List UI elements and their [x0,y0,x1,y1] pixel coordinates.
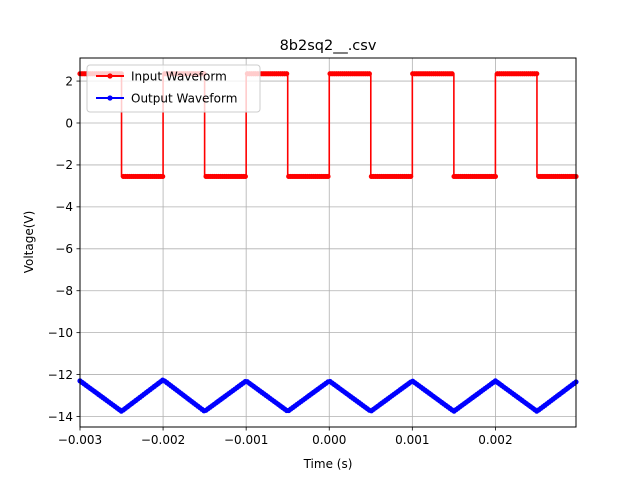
data-point [492,173,498,180]
x-axis-label: Time (s) [303,457,353,471]
y-tick-label: −14 [48,410,73,424]
legend: Input Waveform Output Waveform [86,64,261,113]
y-tick-label: −4 [55,200,73,214]
x-tick-label: −0.002 [141,433,185,447]
data-point [366,71,372,77]
data-point [160,173,166,180]
x-tick-label: 0.000 [312,433,346,447]
axis-ticks: −0.003 −0.002 −0.001 0.000 0.001 0.002 2 0 −2 −4 −… [48,74,513,447]
y-tick-label: −6 [55,242,73,256]
x-tick-label: −0.003 [58,433,102,447]
data-point [408,173,414,180]
data-point [449,71,455,77]
chart-title: 8b2sq2__.csv [280,38,377,54]
y-tick-label: −10 [48,326,73,340]
data-point [325,173,331,180]
x-tick-label: 0.001 [395,433,429,447]
x-tick-label: 0.002 [478,433,512,447]
y-tick-label: −12 [48,368,73,382]
y-tick-label: −8 [55,284,73,298]
legend-marker-output [107,95,113,101]
legend-label-output: Output Waveform [131,92,237,106]
data-point [534,71,540,77]
legend-marker-input [107,73,113,79]
axes-frame [79,57,577,428]
series-output-waveform [77,377,579,414]
data-point [284,71,290,77]
legend-box [86,64,261,113]
y-tick-label: 0 [65,116,73,130]
y-tick-label: −2 [55,158,73,172]
y-tick-label: 2 [65,74,73,88]
x-tick-label: −0.001 [224,433,268,447]
y-axis-label: Voltage(V) [22,211,36,274]
legend-label-input: Input Waveform [131,70,227,84]
data-point [242,173,248,180]
